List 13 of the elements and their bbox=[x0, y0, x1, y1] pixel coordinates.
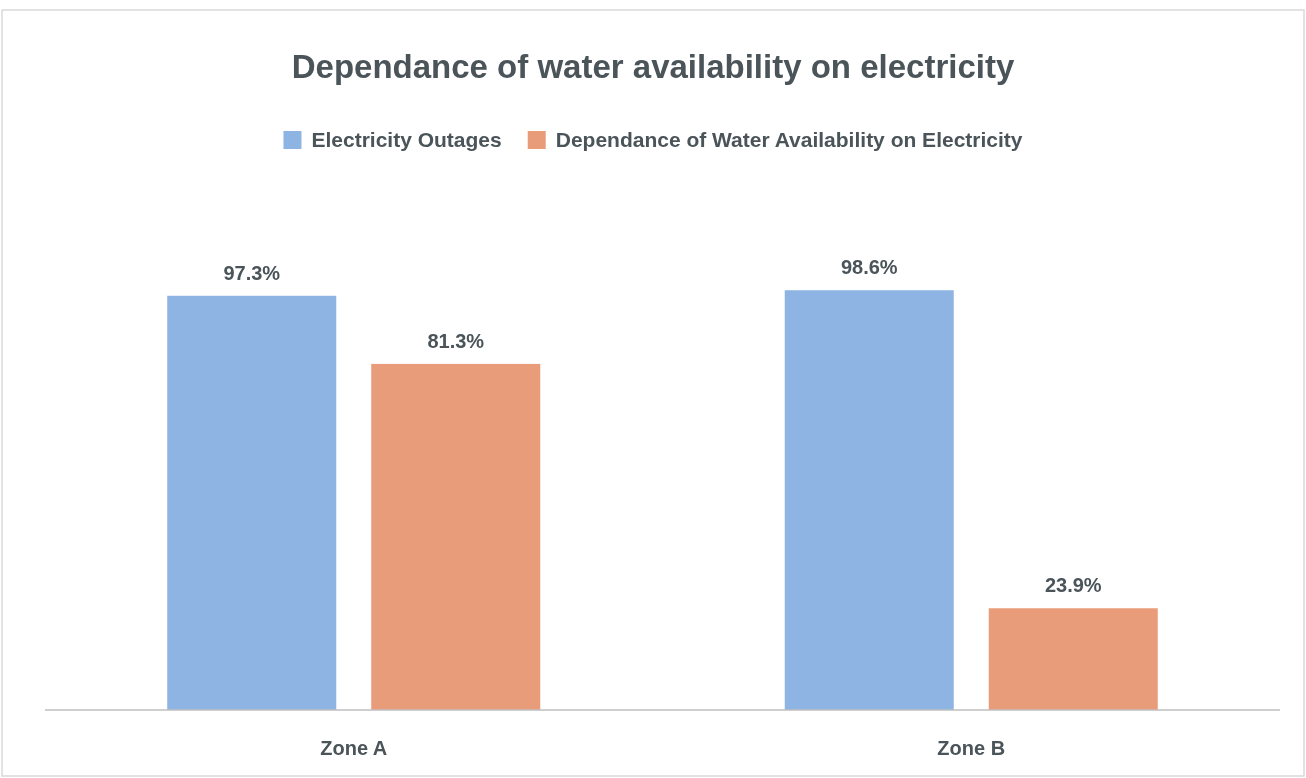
data-label: 97.3% bbox=[223, 261, 281, 284]
x-tick-label: Zone A bbox=[320, 737, 388, 759]
chart-title: Dependance of water availability on electricity bbox=[291, 48, 1015, 85]
bar bbox=[784, 290, 954, 710]
bar bbox=[988, 608, 1158, 710]
x-tick-label: Zone B bbox=[937, 737, 1006, 759]
data-label: 98.6% bbox=[840, 256, 898, 279]
data-label: 81.3% bbox=[427, 329, 485, 352]
bar bbox=[371, 363, 541, 710]
legend-label: Dependance of Water Availability on Electricity bbox=[555, 128, 1023, 151]
data-label: 23.9% bbox=[1044, 574, 1102, 597]
bar bbox=[167, 295, 337, 710]
legend-label: Electricity Outages bbox=[311, 128, 502, 151]
